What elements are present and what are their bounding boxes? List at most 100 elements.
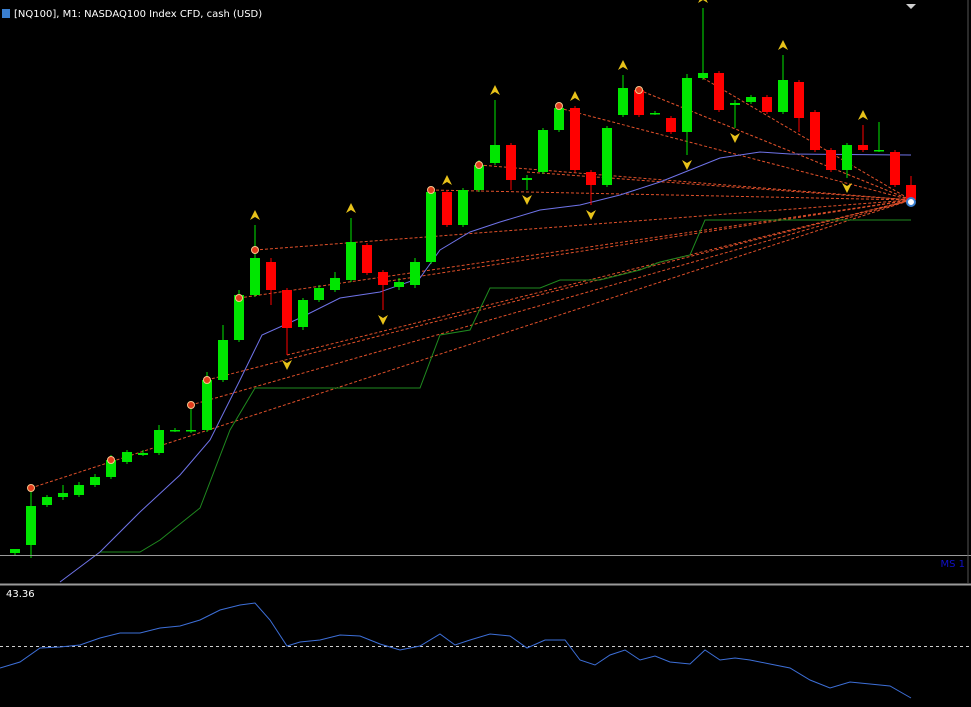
candle-body <box>314 288 324 300</box>
candle-body <box>346 242 356 280</box>
price-chart <box>10 0 916 583</box>
signal-arrow-up <box>442 175 452 185</box>
candle-body <box>250 258 260 295</box>
candle-body <box>26 506 36 545</box>
candle-body <box>794 82 804 118</box>
trend-line <box>30 199 912 489</box>
trend-line <box>526 171 912 201</box>
candle-body <box>842 145 852 170</box>
signal-dot <box>203 376 211 384</box>
candle-body <box>858 145 868 150</box>
candle-body <box>746 97 756 102</box>
candle-body <box>874 150 884 152</box>
signal-arrow-down <box>682 160 692 170</box>
candle-body <box>474 165 484 190</box>
candle-body <box>650 113 660 115</box>
signal-dot <box>107 456 115 464</box>
trend-line <box>558 107 912 201</box>
candle-body <box>170 430 180 432</box>
signal-arrow-down <box>522 195 532 205</box>
candle-body <box>202 380 212 430</box>
signal-arrow-down <box>730 133 740 143</box>
candle-body <box>442 192 452 225</box>
signal-arrow-down <box>378 315 388 325</box>
candle-body <box>362 245 372 273</box>
candle-body <box>106 460 116 477</box>
signal-arrow-up <box>346 203 356 213</box>
candle-body <box>266 262 276 290</box>
signal-arrow-up <box>570 91 580 101</box>
candle-body <box>138 453 148 455</box>
candle-body <box>410 262 420 285</box>
trend-line <box>382 199 912 283</box>
signal-arrow-up <box>490 85 500 95</box>
signal-dot <box>27 484 35 492</box>
signal-dot <box>187 401 195 409</box>
candle-body <box>778 80 788 112</box>
candle-body <box>122 452 132 462</box>
signal-dot <box>555 102 563 110</box>
current-marker <box>906 197 916 207</box>
ms-label: MS 1 <box>940 559 965 570</box>
signal-dot <box>251 246 259 254</box>
candle-body <box>522 178 532 180</box>
signal-arrow-down <box>842 183 852 193</box>
candle-body <box>218 340 228 380</box>
window-icon <box>2 9 10 18</box>
candle-body <box>586 172 596 185</box>
signal-arrow-up <box>250 210 260 220</box>
candle-body <box>42 497 52 505</box>
candle-body <box>666 118 676 132</box>
candle-body <box>602 128 612 185</box>
shift-marker <box>906 4 916 9</box>
candle-body <box>394 282 404 287</box>
indicator-label: 43.36 <box>6 589 35 600</box>
candle-body <box>74 485 84 495</box>
channel-line <box>100 219 911 553</box>
signal-arrow-up <box>858 110 868 120</box>
candle-body <box>298 300 308 327</box>
candle-body <box>762 97 772 112</box>
chart-title: [NQ100], M1: NASDAQ100 Index CFD, cash (… <box>14 9 262 20</box>
candle-body <box>282 290 292 328</box>
signal-dot <box>427 186 435 194</box>
trend-line <box>702 77 912 201</box>
candle-body <box>154 430 164 453</box>
signal-arrow-up <box>778 40 788 50</box>
candle-body <box>906 185 916 200</box>
candle-body <box>890 152 900 185</box>
signal-dot <box>475 161 483 169</box>
candle-body <box>506 145 516 180</box>
trend-line <box>286 199 912 356</box>
candle-body <box>10 549 20 553</box>
candle-body <box>186 430 196 432</box>
signal-arrow-down <box>586 210 596 220</box>
candle-body <box>426 192 436 262</box>
indicator-line <box>0 602 912 699</box>
candle-body <box>618 88 628 115</box>
candle-body <box>570 108 580 170</box>
trend-line <box>430 189 912 201</box>
candle-body <box>826 150 836 170</box>
candle-body <box>554 108 564 130</box>
signal-dot <box>635 86 643 94</box>
moving-average <box>59 151 912 583</box>
candle-body <box>378 272 388 285</box>
candle-body <box>810 112 820 150</box>
signal-arrow-up <box>698 0 708 3</box>
candle-body <box>682 78 692 132</box>
candle-body <box>698 73 708 78</box>
candle-body <box>234 295 244 340</box>
candle-body <box>90 477 100 485</box>
candle-body <box>714 73 724 110</box>
indicator-panel <box>0 602 912 699</box>
candle-body <box>538 130 548 172</box>
trend-line <box>638 89 912 201</box>
candle-body <box>634 90 644 115</box>
signal-arrow-up <box>618 60 628 70</box>
trend-line <box>238 199 912 299</box>
candle-body <box>458 190 468 225</box>
signal-arrow-down <box>282 360 292 370</box>
